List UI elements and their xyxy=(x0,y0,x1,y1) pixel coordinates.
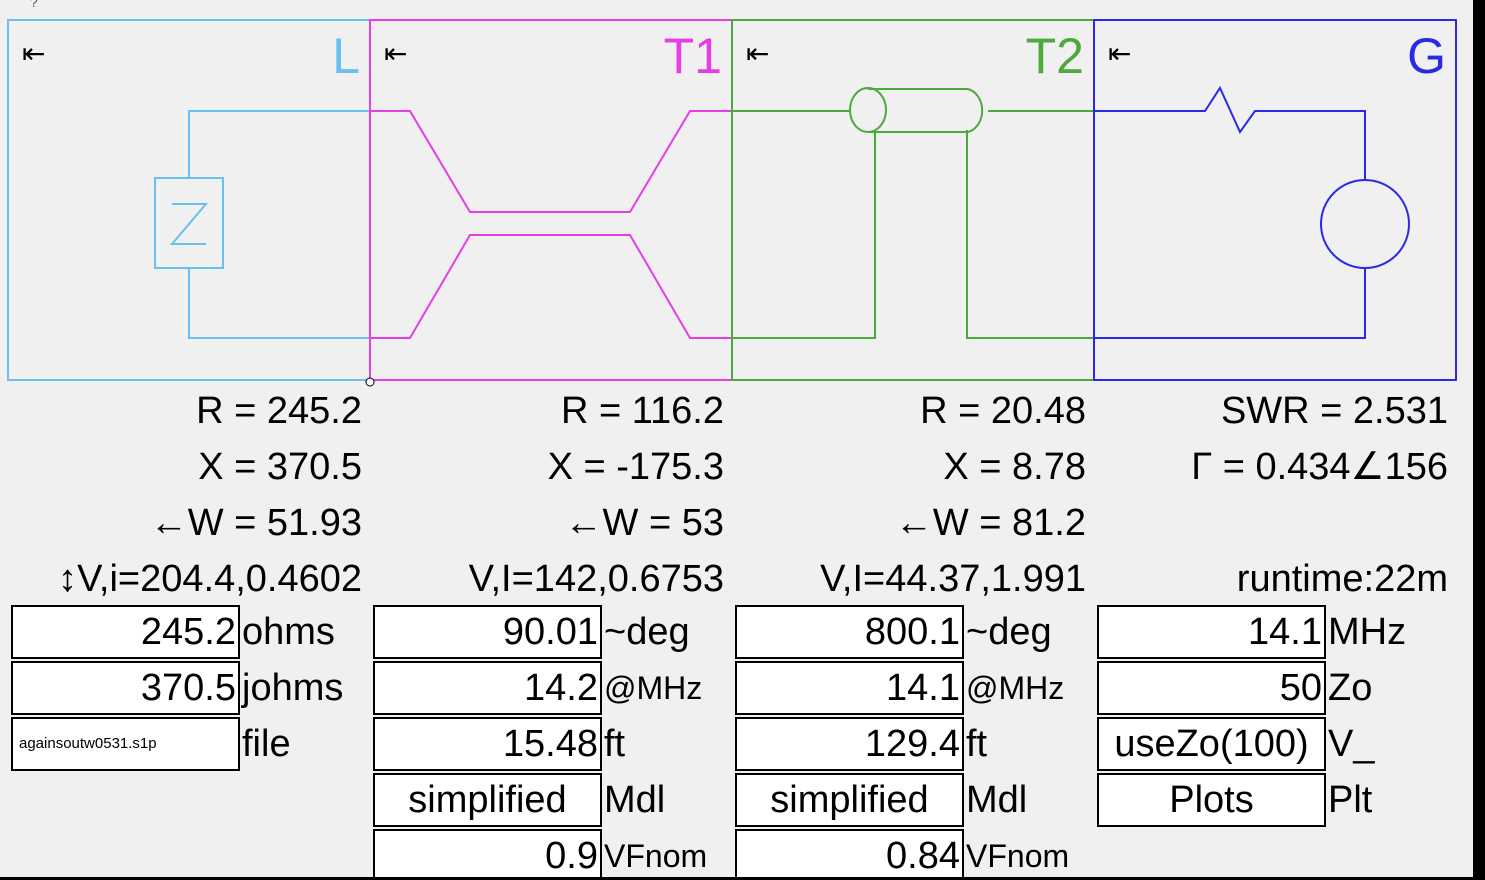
L-file-input[interactable]: againsoutw0531.s1p xyxy=(11,717,240,771)
L-resistance-readout: R = 245.2 xyxy=(196,390,362,432)
L-file-unit: file xyxy=(242,723,291,765)
T1-velocity-factor-input[interactable]: 0.9 xyxy=(373,829,602,877)
G-frequency-input[interactable]: 14.1 xyxy=(1097,605,1326,659)
T1-power-readout: ←W = 53 xyxy=(564,502,724,544)
panel-L-arrow-icon[interactable]: ⇤ xyxy=(22,38,46,69)
L-reactance-unit: johms xyxy=(242,667,344,709)
G-voltage-unit: V_ xyxy=(1328,723,1375,765)
L-resistance-unit: ohms xyxy=(242,611,335,653)
panel-title-T2: T2 xyxy=(1025,28,1084,84)
T2-model-unit: Mdl xyxy=(966,779,1028,821)
T2-voltage-current-readout: V,I=44.37,1.991 xyxy=(820,558,1086,600)
L-power-readout: ←W = 51.93 xyxy=(149,502,362,544)
T2-velocity-factor-unit: VFnom xyxy=(966,838,1070,874)
T2-model-select[interactable]: simplified xyxy=(735,773,964,827)
T1-voltage-current-readout: V,I=142,0.6753 xyxy=(468,558,724,600)
runtime-readout: runtime:22m xyxy=(1236,558,1448,600)
T2-reactance-readout: X = 8.78 xyxy=(943,446,1086,488)
T1-reactance-readout: X = -175.3 xyxy=(547,446,724,488)
L-resistance-input[interactable]: 245.2 xyxy=(11,605,240,659)
generator-symbol xyxy=(1094,85,1410,339)
swr-readout: SWR = 2.531 xyxy=(1220,390,1448,432)
panel-title-T1: T1 xyxy=(663,28,722,84)
L-reactance-readout: X = 370.5 xyxy=(198,446,362,488)
L-voltage-current-readout: ↕V,i=204.4,0.4602 xyxy=(58,558,362,600)
panel-title-L: L xyxy=(332,28,360,84)
G-zo-unit: Zo xyxy=(1328,667,1373,709)
T2-frequency-input[interactable]: 14.1 xyxy=(735,661,964,715)
schematic-diagram xyxy=(7,19,1457,387)
L-reactance-input[interactable]: 370.5 xyxy=(11,661,240,715)
plots-button[interactable]: Plots xyxy=(1097,773,1326,827)
T1-degrees-unit: ~deg xyxy=(604,611,690,653)
T1-resistance-readout: R = 116.2 xyxy=(560,390,724,432)
T2-degrees-unit: ~deg xyxy=(966,611,1052,653)
T2-length-input[interactable]: 129.4 xyxy=(735,717,964,771)
T2-resistance-readout: R = 20.48 xyxy=(920,390,1086,432)
G-use-zo-select[interactable]: useZo(100) xyxy=(1097,717,1326,771)
T2-length-unit: ft xyxy=(966,723,988,765)
reflection-coefficient-readout: Γ = 0.434∠156 xyxy=(1191,446,1448,488)
G-frequency-unit: MHz xyxy=(1328,611,1407,653)
T1-length-unit: ft xyxy=(604,723,626,765)
G-zo-input[interactable]: 50 xyxy=(1097,661,1326,715)
T1-frequency-unit: @MHz xyxy=(604,670,703,706)
T1-frequency-input[interactable]: 14.2 xyxy=(373,661,602,715)
T2-power-readout: ←W = 81.2 xyxy=(894,502,1086,544)
transmission-line-symbol xyxy=(370,110,732,339)
T2-degrees-input[interactable]: 800.1 xyxy=(735,605,964,659)
panel-title-G: G xyxy=(1407,28,1446,84)
T1-model-unit: Mdl xyxy=(604,779,666,821)
load-impedance-symbol xyxy=(154,110,370,339)
panel-T1-arrow-icon[interactable]: ⇤ xyxy=(384,38,408,69)
plots-unit: Plt xyxy=(1328,779,1373,821)
junction-node[interactable] xyxy=(365,377,375,387)
T2-velocity-factor-input[interactable]: 0.84 xyxy=(735,829,964,877)
help-mark[interactable]: ? xyxy=(30,0,38,10)
T1-velocity-factor-unit: VFnom xyxy=(604,838,708,874)
panel-G-frame[interactable] xyxy=(1093,19,1457,381)
coax-cable-symbol xyxy=(732,87,1094,339)
T1-length-input[interactable]: 15.48 xyxy=(373,717,602,771)
T1-model-select[interactable]: simplified xyxy=(373,773,602,827)
panel-T2-arrow-icon[interactable]: ⇤ xyxy=(746,38,770,69)
T1-degrees-input[interactable]: 90.01 xyxy=(373,605,602,659)
panel-G-arrow-icon[interactable]: ⇤ xyxy=(1108,38,1132,69)
T2-frequency-unit: @MHz xyxy=(966,670,1065,706)
